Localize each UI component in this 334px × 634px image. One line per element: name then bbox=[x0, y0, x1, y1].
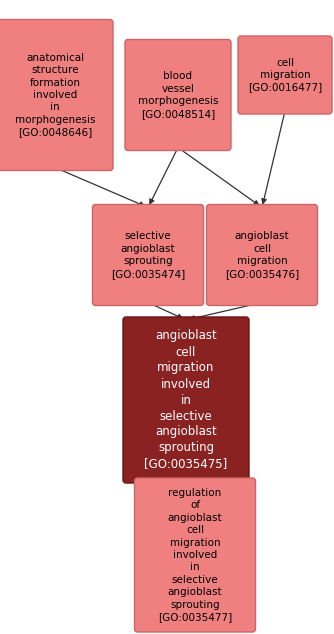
FancyBboxPatch shape bbox=[125, 39, 231, 150]
Text: angioblast
cell
migration
involved
in
selective
angioblast
sprouting
[GO:0035475: angioblast cell migration involved in se… bbox=[144, 330, 228, 470]
FancyBboxPatch shape bbox=[0, 20, 113, 171]
Text: regulation
of
angioblast
cell
migration
involved
in
selective
angioblast
sprouti: regulation of angioblast cell migration … bbox=[158, 488, 232, 622]
FancyBboxPatch shape bbox=[93, 205, 203, 306]
Text: anatomical
structure
formation
involved
in
morphogenesis
[GO:0048646]: anatomical structure formation involved … bbox=[15, 53, 95, 137]
Text: selective
angioblast
sprouting
[GO:0035474]: selective angioblast sprouting [GO:00354… bbox=[111, 231, 185, 278]
Text: angioblast
cell
migration
[GO:0035476]: angioblast cell migration [GO:0035476] bbox=[225, 231, 299, 278]
FancyBboxPatch shape bbox=[238, 36, 332, 114]
Text: blood
vessel
morphogenesis
[GO:0048514]: blood vessel morphogenesis [GO:0048514] bbox=[138, 72, 218, 119]
Text: cell
migration
[GO:0016477]: cell migration [GO:0016477] bbox=[248, 58, 322, 93]
FancyBboxPatch shape bbox=[135, 478, 256, 632]
FancyBboxPatch shape bbox=[123, 317, 249, 483]
FancyBboxPatch shape bbox=[206, 205, 318, 306]
